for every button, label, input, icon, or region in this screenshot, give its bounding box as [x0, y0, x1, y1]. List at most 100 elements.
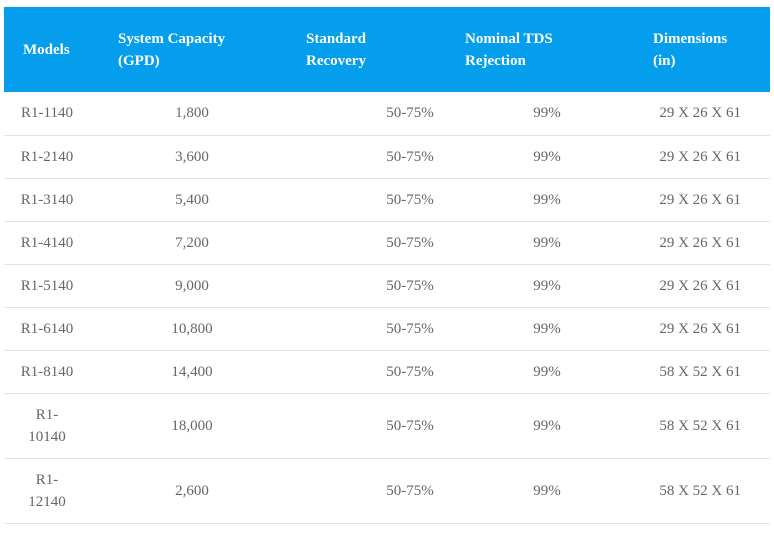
cell-model-text-2: 10140	[28, 428, 66, 445]
cell-rejection-text: 99%	[533, 148, 561, 165]
cell-rejection: 99%	[444, 178, 630, 222]
cell-recovery: 50-75%	[286, 307, 444, 351]
cell-dimensions: 29 X 26 X 61	[630, 307, 770, 351]
table-header: Models System Capacity (GPD) Standard Re…	[4, 7, 770, 92]
cell-capacity-text: 3,600	[175, 148, 209, 165]
cell-recovery: 50-75%	[286, 135, 444, 179]
cell-rejection: 99%	[444, 135, 630, 179]
table-row: R1-3140 5,400 50-75% 99% 29 X 26 X 61	[4, 178, 770, 222]
cell-rejection-text: 99%	[533, 277, 561, 294]
cell-capacity: 10,800	[98, 307, 286, 351]
cell-rejection: 99%	[444, 458, 630, 524]
models-spec-table: Models System Capacity (GPD) Standard Re…	[4, 7, 770, 524]
cell-model: R1- 12140	[4, 458, 98, 524]
cell-model: R1-6140	[4, 307, 98, 351]
cell-model: R1-3140	[4, 178, 98, 222]
table-row: R1-2140 3,600 50-75% 99% 29 X 26 X 61	[4, 135, 770, 179]
cell-model: R1-2140	[4, 135, 98, 179]
cell-model-text: R1-4140	[20, 234, 74, 251]
cell-model: R1-8140	[4, 350, 98, 394]
cell-model: R1- 10140	[4, 393, 98, 459]
cell-model-text: R1-1140	[21, 105, 73, 122]
header-models: Models	[4, 7, 98, 92]
cell-rejection: 99%	[444, 264, 630, 308]
cell-recovery: 50-75%	[286, 92, 444, 136]
cell-recovery-text: 50-75%	[386, 105, 434, 122]
header-rejection-line-2: Rejection	[465, 52, 526, 69]
cell-recovery-text: 50-75%	[386, 191, 434, 208]
cell-model-text: R1-3140	[20, 191, 74, 208]
cell-dimensions-text: 58 X 52 X 61	[659, 363, 741, 380]
cell-dimensions-text: 58 X 52 X 61	[659, 417, 741, 434]
cell-dimensions-text: 29 X 26 X 61	[659, 191, 741, 208]
cell-dimensions: 58 X 52 X 61	[630, 350, 770, 394]
header-dimensions-line-1: Dimensions	[653, 30, 728, 47]
table-row: R1- 10140 18,000 50-75% 99% 58 X 52 X 61	[4, 393, 770, 459]
cell-capacity-text: 9,000	[175, 277, 209, 294]
cell-model: R1-1140	[4, 92, 98, 136]
cell-rejection-text: 99%	[533, 320, 561, 337]
cell-capacity-text: 7,200	[175, 234, 209, 251]
cell-recovery-text: 50-75%	[386, 320, 434, 337]
cell-dimensions: 29 X 26 X 61	[630, 92, 770, 136]
cell-capacity: 9,000	[98, 264, 286, 308]
cell-capacity: 18,000	[98, 393, 286, 459]
cell-dimensions: 29 X 26 X 61	[630, 135, 770, 179]
cell-rejection-text: 99%	[533, 105, 561, 122]
cell-recovery: 50-75%	[286, 393, 444, 459]
cell-recovery: 50-75%	[286, 264, 444, 308]
cell-recovery: 50-75%	[286, 458, 444, 524]
cell-model-text: R1-2140	[20, 148, 74, 165]
cell-capacity: 7,200	[98, 221, 286, 265]
cell-model: R1-5140	[4, 264, 98, 308]
cell-recovery-text: 50-75%	[386, 417, 434, 434]
header-recovery-line-1: Standard	[306, 30, 367, 47]
header-recovery: Standard Recovery	[286, 7, 444, 92]
cell-recovery-text: 50-75%	[386, 277, 434, 294]
header-row: Models System Capacity (GPD) Standard Re…	[4, 7, 770, 92]
cell-rejection: 99%	[444, 307, 630, 351]
cell-capacity-text: 1,800	[175, 105, 209, 122]
cell-capacity: 5,400	[98, 178, 286, 222]
header-capacity-line-2: (GPD)	[118, 52, 160, 69]
cell-model: R1-4140	[4, 221, 98, 265]
cell-capacity-text: 18,000	[171, 417, 213, 434]
table-row: R1- 12140 2,600 50-75% 99% 58 X 52 X 61	[4, 458, 770, 524]
cell-rejection: 99%	[444, 221, 630, 265]
cell-recovery-text: 50-75%	[386, 234, 434, 251]
cell-dimensions: 29 X 26 X 61	[630, 178, 770, 222]
table-row: R1-4140 7,200 50-75% 99% 29 X 26 X 61	[4, 221, 770, 265]
cell-model-text-2: 12140	[28, 493, 66, 510]
cell-model-text-1: R1-	[35, 471, 59, 488]
cell-dimensions: 58 X 52 X 61	[630, 458, 770, 524]
header-dimensions-line-2: (in)	[653, 52, 676, 69]
cell-capacity: 1,800	[98, 92, 286, 136]
cell-capacity: 14,400	[98, 350, 286, 394]
header-rejection-line-1: Nominal TDS	[465, 30, 553, 47]
header-models-label: Models	[23, 41, 70, 58]
cell-dimensions: 29 X 26 X 61	[630, 221, 770, 265]
header-rejection: Nominal TDS Rejection	[444, 7, 630, 92]
cell-capacity-text: 14,400	[171, 363, 213, 380]
cell-dimensions-text: 29 X 26 X 61	[659, 148, 741, 165]
cell-model-text: R1-5140	[20, 277, 74, 294]
cell-capacity: 3,600	[98, 135, 286, 179]
table-row: R1-1140 1,800 50-75% 99% 29 X 26 X 61	[4, 92, 770, 136]
cell-model-text: R1-6140	[20, 320, 74, 337]
cell-rejection-text: 99%	[533, 363, 561, 380]
cell-rejection-text: 99%	[533, 417, 561, 434]
header-dimensions: Dimensions (in)	[630, 7, 770, 92]
cell-rejection: 99%	[444, 92, 630, 136]
cell-dimensions: 58 X 52 X 61	[630, 393, 770, 459]
cell-rejection: 99%	[444, 350, 630, 394]
cell-dimensions-text: 29 X 26 X 61	[659, 234, 741, 251]
table-row: R1-6140 10,800 50-75% 99% 29 X 26 X 61	[4, 307, 770, 351]
cell-capacity-text: 2,600	[175, 482, 209, 499]
header-capacity: System Capacity (GPD)	[98, 7, 286, 92]
cell-rejection-text: 99%	[533, 482, 561, 499]
cell-capacity: 2,600	[98, 458, 286, 524]
cell-dimensions: 29 X 26 X 61	[630, 264, 770, 308]
cell-rejection: 99%	[444, 393, 630, 459]
header-capacity-line-1: System Capacity	[118, 30, 226, 47]
cell-dimensions-text: 29 X 26 X 61	[659, 320, 741, 337]
